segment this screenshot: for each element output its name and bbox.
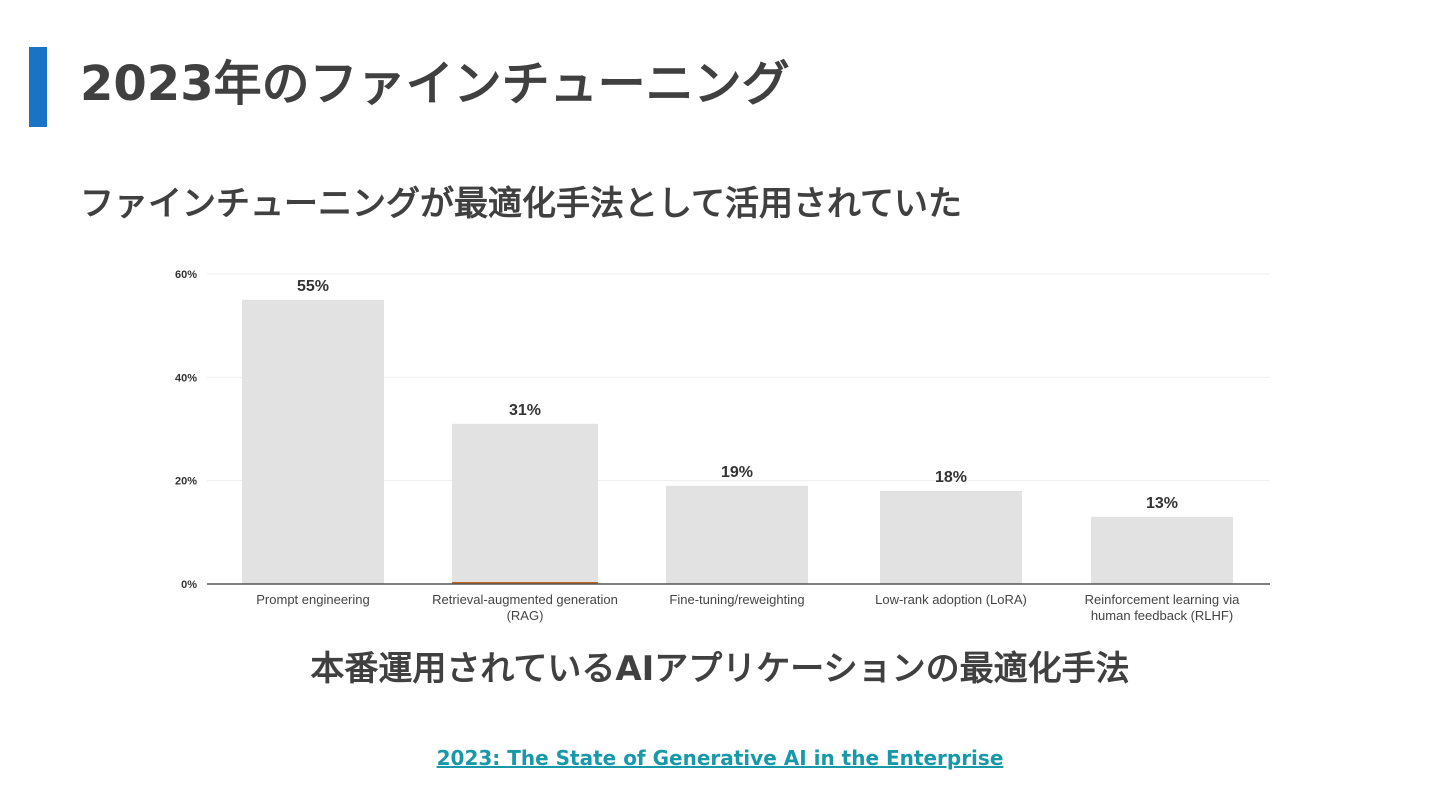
x-tick-label: human feedback (RLHF) bbox=[1091, 608, 1233, 623]
x-tick-label: Retrieval-augmented generation bbox=[432, 592, 618, 607]
value-label: 13% bbox=[1146, 495, 1178, 512]
x-tick-label: Prompt engineering bbox=[256, 592, 369, 607]
slide-title: 2023年のファインチューニング bbox=[80, 56, 790, 112]
chart-caption: 本番運用されているAIアプリケーションの最適化手法 bbox=[310, 649, 1130, 689]
value-label: 18% bbox=[935, 469, 967, 486]
x-tick-label: Reinforcement learning via bbox=[1085, 592, 1240, 607]
y-tick-label: 20% bbox=[175, 476, 197, 488]
y-tick-label: 60% bbox=[175, 269, 197, 281]
y-tick-label: 40% bbox=[175, 372, 197, 384]
title-accent-bar bbox=[29, 47, 47, 127]
value-labels: 55% 31% 19% 18% 13% bbox=[297, 278, 1178, 512]
slide-subtitle: ファインチューニングが最適化手法として活用されていた bbox=[80, 184, 962, 224]
bar bbox=[1091, 516, 1233, 584]
bar bbox=[242, 299, 384, 584]
y-tick-label: 0% bbox=[181, 579, 197, 591]
value-label: 55% bbox=[297, 278, 329, 295]
bar bbox=[666, 485, 808, 584]
y-tick-labels: 0% 20% 40% 60% bbox=[175, 269, 197, 591]
bar bbox=[880, 491, 1022, 584]
gridlines bbox=[207, 273, 1270, 482]
x-tick-label: Low-rank adoption (LoRA) bbox=[875, 592, 1027, 607]
value-label: 19% bbox=[721, 464, 753, 481]
source-link[interactable]: 2023: The State of Generative AI in the … bbox=[436, 746, 1004, 770]
bar-chart: 0% 20% 40% 60% 55% 31% 19% 18% 13% Prompt engin… bbox=[175, 269, 1270, 623]
value-label: 31% bbox=[509, 402, 541, 419]
bar bbox=[452, 423, 598, 584]
x-tick-label: (RAG) bbox=[507, 608, 544, 623]
bars bbox=[242, 299, 1233, 584]
x-tick-labels: Prompt engineering Retrieval-augmented ge… bbox=[256, 592, 1240, 623]
x-tick-label: Fine-tuning/reweighting bbox=[669, 592, 804, 607]
